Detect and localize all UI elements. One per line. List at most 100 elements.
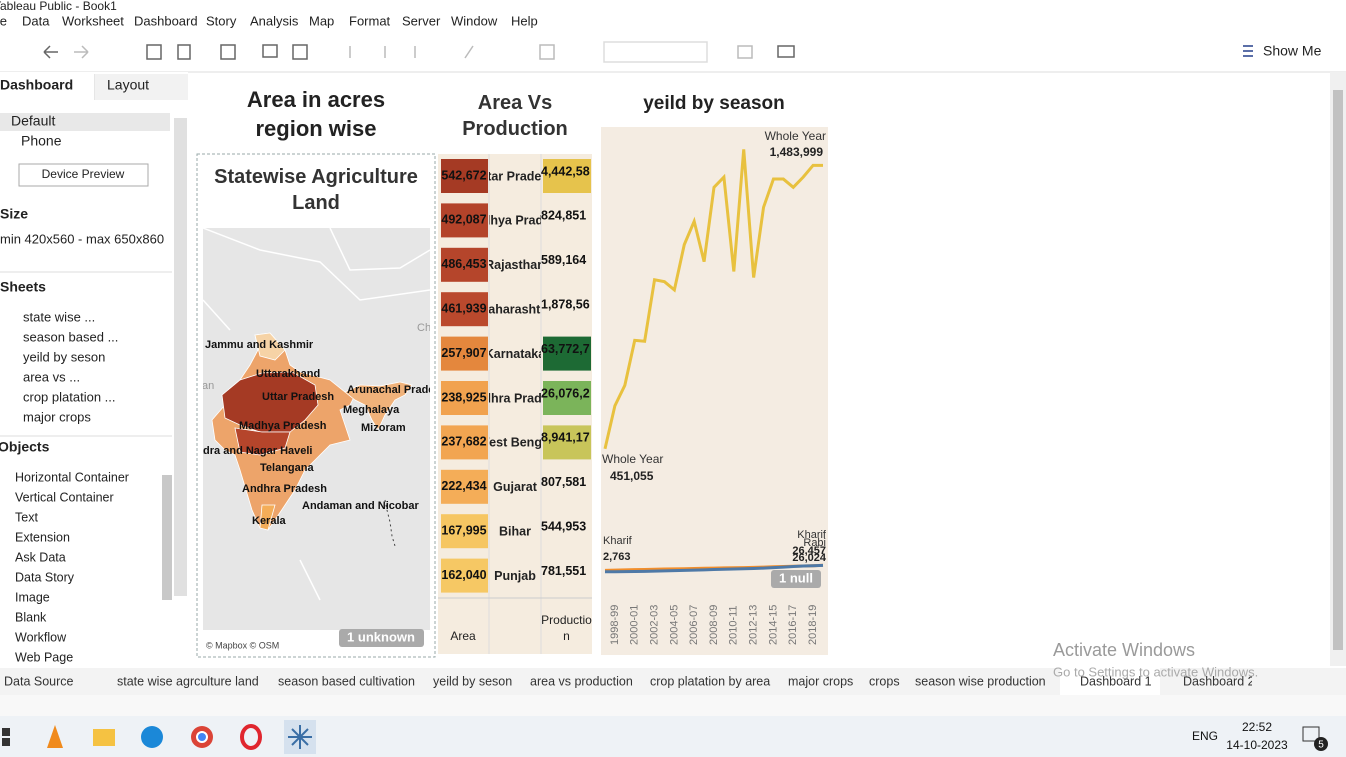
- production-value: 781,551: [541, 564, 586, 578]
- area-value: 222,434: [441, 479, 486, 493]
- map-title: Statewise Agriculture Land: [214, 166, 418, 214]
- line: [604, 563, 824, 574]
- x-tick-label: 2004-05: [668, 605, 680, 645]
- state-name: Maharashtra: [478, 302, 553, 316]
- x-tick-label: 2018-19: [807, 605, 819, 645]
- map-shapes: [203, 228, 430, 601]
- column-header: Area: [450, 629, 476, 643]
- clip-group: Pakistan China Jammu and Kashmir Uttarakhan…: [203, 322, 430, 527]
- object-item[interactable]: Image: [15, 590, 50, 604]
- area-cell: [441, 469, 488, 504]
- panel-tab[interactable]: Dashboard: [0, 77, 73, 93]
- device[interactable]: Default: [11, 113, 55, 129]
- area-cell: [441, 247, 488, 282]
- clip-group: 4,442,58 824,851 589,164 1,878,56 63,772,7 26…: [541, 159, 591, 578]
- toolbar: [0, 32, 1346, 72]
- clip-group: [603, 149, 824, 574]
- menu-item[interactable]: Format: [349, 13, 391, 28]
- sheet-item[interactable]: major crops: [23, 409, 91, 424]
- sheet-tab[interactable]: state wise agrculture land: [117, 674, 259, 688]
- menu-item[interactable]: Server: [402, 13, 441, 28]
- object-item[interactable]: Extension: [15, 530, 70, 544]
- unknown-badge-bg[interactable]: [339, 629, 424, 647]
- panel-tab[interactable]: Layout: [107, 77, 149, 93]
- menu-item[interactable]: Data: [22, 13, 50, 28]
- x-tick-label: 2010-11: [728, 605, 740, 645]
- watermark-title: Activate Windows: [1053, 640, 1195, 660]
- clip-group: Data Source state wise agrculture land sea…: [4, 674, 1255, 688]
- layout-tab[interactable]: [95, 74, 188, 100]
- map-label: Andhra Pradesh: [242, 483, 327, 495]
- menu-item[interactable]: File: [0, 13, 7, 28]
- menu-item[interactable]: Worksheet: [62, 13, 124, 28]
- value-label: 26,457: [792, 545, 826, 557]
- sheet-item[interactable]: state wise ...: [23, 309, 95, 324]
- sheet-tab[interactable]: season wise production: [915, 674, 1046, 688]
- sheet-tab[interactable]: Data Source: [4, 674, 74, 688]
- sheet-tab[interactable]: crops: [869, 674, 900, 688]
- sheet-tab[interactable]: major crops: [788, 674, 853, 688]
- production-value: 8,941,17: [541, 431, 590, 445]
- chart-title: yeild by season: [643, 93, 785, 114]
- clock-time: 22:52: [1242, 720, 1272, 734]
- heading: Size: [0, 206, 28, 222]
- map-label: Telangana: [260, 462, 314, 474]
- menu-item[interactable]: Help: [511, 13, 538, 28]
- menu-item[interactable]: Story: [206, 13, 237, 28]
- null-badge-bg[interactable]: [771, 570, 821, 588]
- production-value: 63,772,7: [541, 342, 590, 356]
- language: ENG: [1192, 729, 1218, 743]
- object-item[interactable]: Data Story: [15, 570, 75, 584]
- status-bar: [0, 695, 1346, 716]
- watermark-subtitle: Go to Settings to activate Windows.: [1053, 664, 1258, 679]
- area-cell: [441, 381, 488, 415]
- area-value: 542,672: [441, 168, 486, 182]
- column-header: Production: [541, 613, 592, 643]
- object-item[interactable]: Web Page: [15, 650, 73, 664]
- area-value: 167,995: [441, 523, 486, 537]
- object-item[interactable]: Ask Data: [15, 550, 66, 564]
- object-item[interactable]: Horizontal Container: [15, 470, 129, 484]
- sheet-item[interactable]: season based ...: [23, 329, 118, 344]
- sheet-item[interactable]: yeild by seson: [23, 349, 105, 364]
- state-name: Punjab: [494, 569, 536, 583]
- table-title: Area Vs Production: [462, 92, 568, 140]
- sheet-tab[interactable]: crop platation by area: [650, 674, 770, 688]
- object-item[interactable]: Text: [15, 510, 38, 524]
- area-value: 237,682: [441, 435, 486, 449]
- heading: Sheets: [0, 279, 46, 295]
- object-item[interactable]: Vertical Container: [15, 490, 114, 504]
- active-tab[interactable]: [1060, 668, 1160, 695]
- area-cell: [441, 336, 488, 371]
- device-preview-button[interactable]: [18, 163, 149, 187]
- menu-item[interactable]: Window: [451, 13, 498, 28]
- area-cell: [441, 514, 488, 549]
- sheet-tab[interactable]: Dashboard 2: [1183, 674, 1255, 688]
- show-me[interactable]: Show Me: [1263, 43, 1322, 59]
- production-value: 1,878,56: [541, 297, 590, 311]
- series-label: Whole Year: [602, 452, 663, 466]
- x-tick-label: 2016-17: [787, 605, 799, 645]
- menu-item[interactable]: Analysis: [250, 13, 299, 28]
- dashboard-title: Area in acres region wise: [246, 87, 386, 141]
- map-label: Uttarakhand: [256, 368, 320, 380]
- unknown-badge[interactable]: 1 unknown: [347, 629, 415, 644]
- sheet-tab[interactable]: season based cultivation: [278, 674, 415, 688]
- state-name: West Bengal: [478, 436, 553, 450]
- sheet-item[interactable]: area vs ...: [23, 369, 80, 384]
- menu-item[interactable]: Map: [309, 13, 334, 28]
- object-item[interactable]: Blank: [15, 610, 47, 624]
- menu-item[interactable]: Dashboard: [134, 13, 198, 28]
- map-label: Uttar Pradesh: [262, 391, 334, 403]
- sheet-item[interactable]: crop platation ...: [23, 389, 116, 404]
- device[interactable]: Phone: [21, 133, 62, 149]
- area-value: 461,939: [441, 301, 486, 315]
- object-item[interactable]: Workflow: [15, 630, 67, 644]
- production-value: 589,164: [541, 253, 586, 267]
- x-tick-label: 1998-99: [609, 605, 621, 645]
- sheet-tab[interactable]: yeild by seson: [433, 674, 512, 688]
- sheet-tab[interactable]: Dashboard 1: [1080, 674, 1152, 688]
- map-label: Meghalaya: [343, 404, 400, 416]
- sheet-tab[interactable]: area vs production: [530, 674, 633, 688]
